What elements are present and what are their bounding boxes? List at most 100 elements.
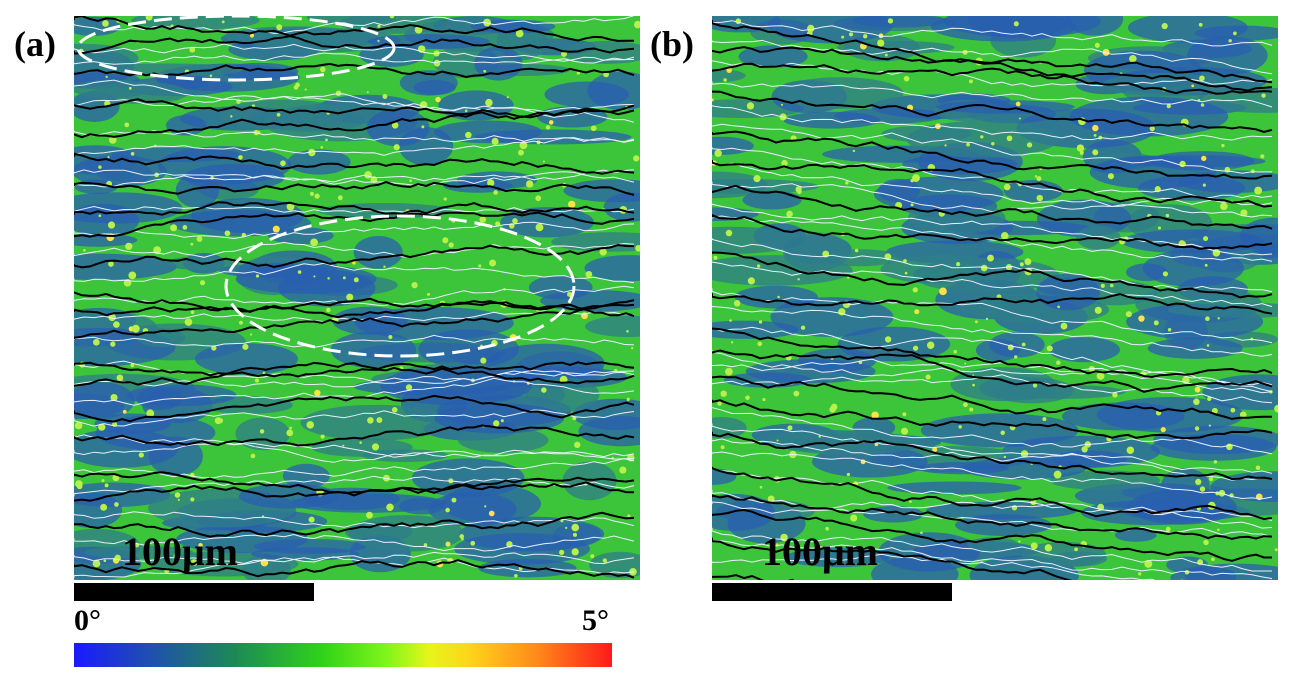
- high-misorientation-speck: [1057, 305, 1060, 309]
- high-angle-boundary: [712, 184, 1273, 230]
- high-misorientation-speck: [190, 242, 194, 246]
- high-misorientation-speck: [877, 39, 885, 47]
- high-angle-boundary: [74, 201, 635, 216]
- high-misorientation-speck: [985, 317, 989, 321]
- high-misorientation-speck: [75, 480, 83, 488]
- high-misorientation-speck: [903, 75, 910, 82]
- high-misorientation-speck: [1006, 135, 1013, 142]
- high-misorientation-speck: [619, 466, 627, 474]
- low-misorientation-region: [993, 384, 1126, 399]
- high-misorientation-speck: [426, 292, 431, 296]
- high-misorientation-speck: [1165, 526, 1171, 532]
- high-misorientation-speck: [308, 148, 316, 157]
- high-misorientation-speck: [1211, 407, 1218, 414]
- high-misorientation-speck: [196, 236, 203, 242]
- high-misorientation-speck: [470, 540, 476, 546]
- low-misorientation-region: [776, 77, 904, 109]
- high-misorientation-speck: [518, 149, 524, 156]
- high-misorientation-speck: [391, 122, 399, 129]
- high-misorientation-speck: [376, 417, 383, 424]
- high-misorientation-speck: [972, 383, 975, 387]
- high-misorientation-speck: [1166, 103, 1171, 109]
- high-misorientation-speck: [1093, 133, 1097, 137]
- high-misorientation-speck: [286, 429, 294, 437]
- high-misorientation-speck: [1021, 342, 1026, 347]
- high-misorientation-speck: [128, 271, 137, 280]
- high-angle-boundary: [712, 508, 1272, 562]
- low-misorientation-region: [457, 427, 549, 453]
- high-angle-boundary: [74, 559, 635, 579]
- low-misorientation-region: [1049, 470, 1161, 491]
- high-misorientation-speck: [131, 324, 140, 333]
- high-misorientation-speck: [1209, 477, 1214, 482]
- low-misorientation-region: [742, 190, 802, 210]
- high-misorientation-speck: [198, 543, 203, 548]
- high-misorientation-speck: [1042, 417, 1047, 422]
- high-misorientation-speck: [1179, 160, 1186, 168]
- high-misorientation-speck: [122, 409, 127, 414]
- low-misorientation-region: [300, 404, 451, 441]
- low-misorientation-region: [906, 120, 1059, 158]
- low-misorientation-region: [74, 16, 121, 36]
- low-misorientation-region: [887, 481, 1022, 495]
- low-angle-boundary: [74, 442, 635, 463]
- high-misorientation-speck: [1100, 283, 1105, 288]
- high-misorientation-speck: [286, 202, 295, 211]
- low-misorientation-region: [562, 461, 617, 501]
- high-misorientation-speck: [1161, 22, 1168, 30]
- high-angle-boundary: [712, 537, 1073, 580]
- high-misorientation-speck: [968, 79, 973, 84]
- low-misorientation-region: [935, 100, 1075, 114]
- high-misorientation-speck: [1076, 144, 1085, 152]
- high-misorientation-speck: [297, 270, 302, 274]
- high-misorientation-speck: [762, 398, 766, 402]
- high-misorientation-speck: [442, 237, 449, 244]
- high-misorientation-speck: [364, 171, 372, 179]
- misorientation-map-a: [74, 16, 640, 580]
- high-angle-boundary: [74, 98, 635, 119]
- high-angle-boundary: [74, 361, 635, 385]
- high-misorientation-speck: [753, 175, 761, 183]
- high-misorientation-speck: [797, 278, 800, 281]
- high-misorientation-speck: [101, 479, 105, 483]
- high-misorientation-speck: [320, 146, 324, 149]
- low-misorientation-region: [84, 545, 194, 559]
- high-misorientation-speck: [221, 20, 225, 24]
- high-misorientation-speck: [1260, 154, 1265, 159]
- high-misorientation-speck: [991, 142, 995, 146]
- high-misorientation-speck: [465, 131, 472, 139]
- high-misorientation-speck: [230, 115, 233, 118]
- high-misorientation-speck: [1032, 383, 1038, 388]
- high-misorientation-speck: [786, 210, 793, 218]
- high-misorientation-speck: [787, 425, 793, 431]
- high-misorientation-speck: [1018, 540, 1021, 543]
- high-misorientation-speck: [759, 485, 763, 489]
- high-angle-boundary: [74, 152, 635, 175]
- high-angle-boundary: [74, 394, 635, 423]
- high-misorientation-speck: [733, 300, 741, 307]
- high-misorientation-speck: [854, 248, 859, 253]
- high-misorientation-speck: [448, 242, 454, 248]
- low-misorientation-region: [251, 547, 360, 561]
- high-misorientation-speck: [488, 510, 495, 517]
- high-misorientation-speck: [393, 144, 400, 151]
- highlight-ellipse: [224, 214, 576, 358]
- high-misorientation-speck: [1213, 460, 1218, 464]
- high-angle-boundary: [74, 243, 635, 269]
- high-misorientation-speck: [535, 195, 542, 202]
- high-misorientation-speck: [491, 137, 499, 145]
- high-misorientation-speck: [377, 24, 381, 28]
- high-misorientation-speck: [777, 295, 780, 299]
- high-misorientation-speck: [980, 135, 984, 139]
- high-misorientation-speck: [1149, 125, 1155, 132]
- high-misorientation-speck: [210, 176, 214, 180]
- high-misorientation-speck: [541, 387, 547, 393]
- high-misorientation-speck: [325, 138, 328, 142]
- high-misorientation-speck: [239, 320, 243, 325]
- low-misorientation-region: [428, 491, 517, 527]
- high-misorientation-speck: [574, 441, 581, 449]
- high-misorientation-speck: [109, 136, 117, 144]
- high-misorientation-speck: [107, 221, 116, 229]
- high-angle-boundary: [712, 214, 1273, 250]
- high-misorientation-speck: [113, 321, 120, 328]
